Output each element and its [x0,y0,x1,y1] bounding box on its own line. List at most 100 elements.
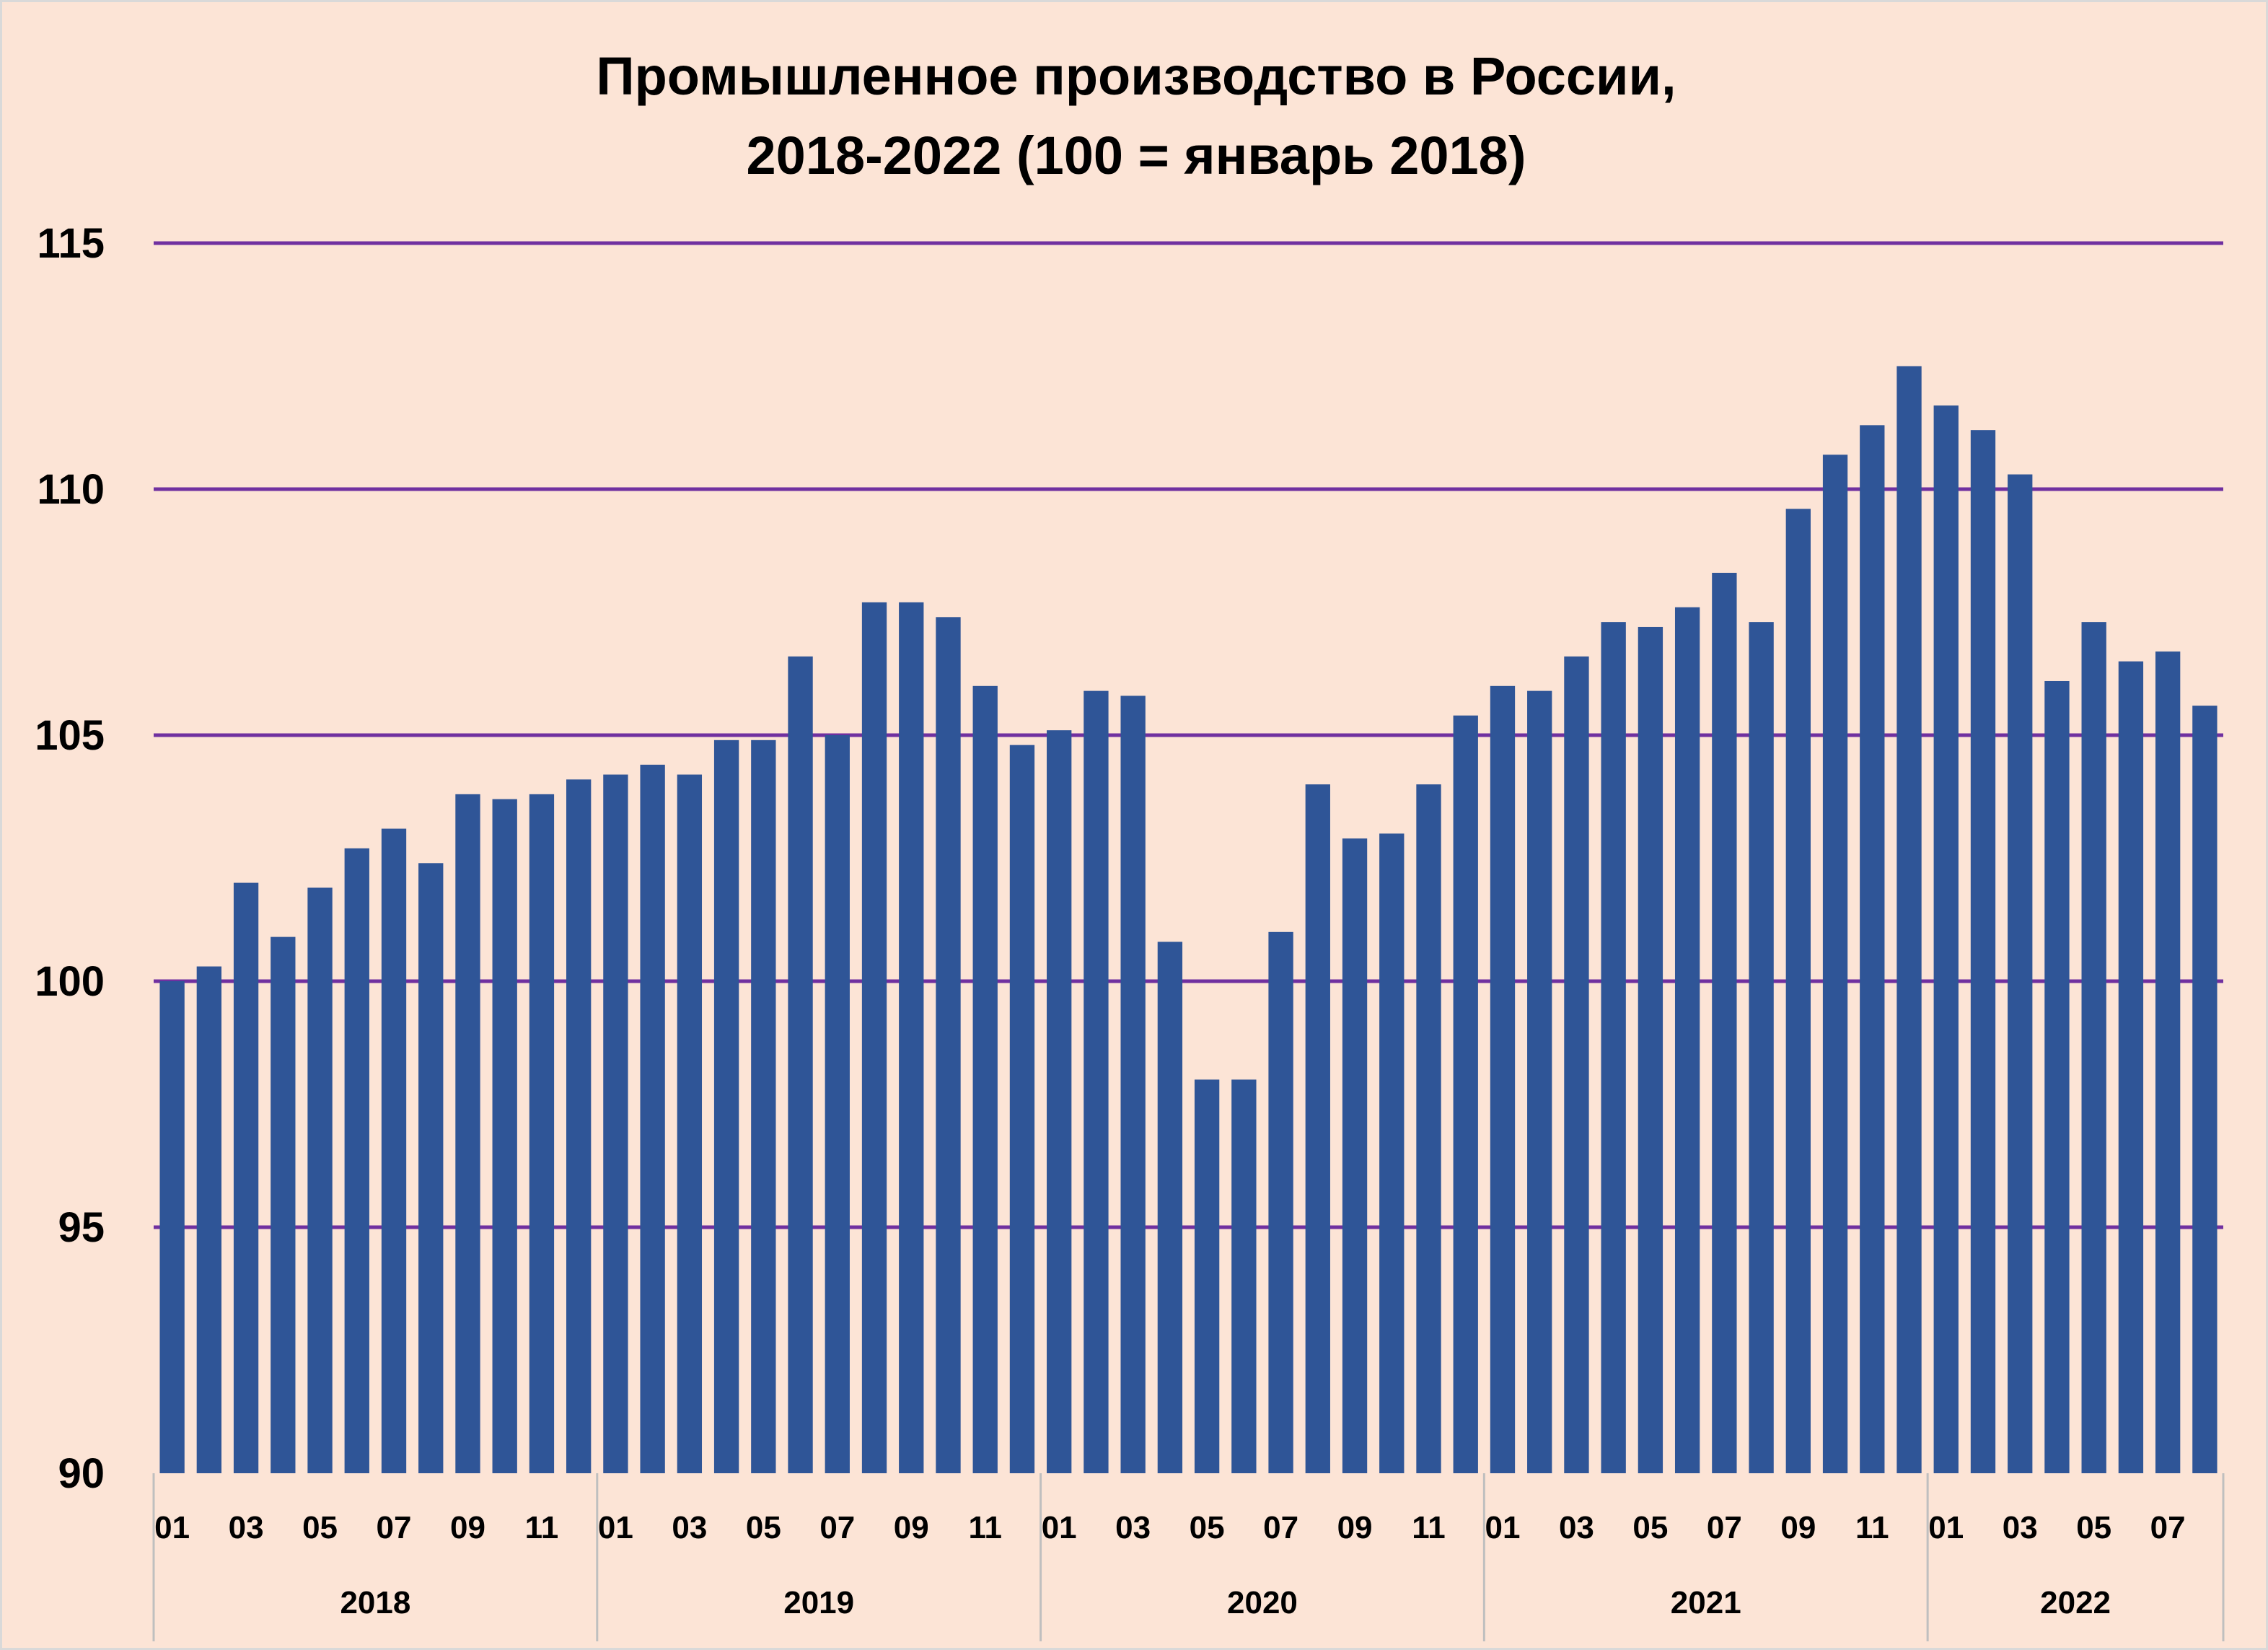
bar [233,882,259,1473]
x-tick-label: 09 [450,1510,485,1545]
y-tick-label: 100 [35,958,105,1005]
y-tick-label: 115 [37,220,105,267]
x-tick-label: 03 [2003,1510,2038,1545]
bar [1970,430,1996,1474]
bar [825,735,850,1473]
bar [936,617,961,1473]
year-label: 2020 [1227,1585,1298,1620]
x-tick-label: 09 [1337,1510,1373,1545]
year-label: 2021 [1671,1585,1741,1620]
bar [529,794,555,1473]
x-tick-label: 03 [1115,1510,1151,1545]
bar [2118,661,2144,1474]
bar [1674,607,1700,1474]
bar [271,936,296,1473]
bar [1785,509,1811,1473]
bar [418,863,444,1473]
bar [1342,838,1368,1473]
x-tick-label: 01 [598,1510,633,1545]
bar [1157,942,1183,1473]
bar [566,779,592,1473]
bar [899,602,924,1473]
bar [861,602,887,1473]
bar [2192,706,2218,1473]
bar [1047,730,1072,1474]
bar [196,966,222,1473]
bar [1490,685,1516,1473]
x-tick-label: 01 [1042,1510,1077,1545]
x-tick-label: 09 [894,1510,929,1545]
bar [2044,680,2070,1473]
bar [2155,651,2181,1473]
bar [1638,626,1663,1474]
bar [640,764,665,1473]
bar [159,981,185,1473]
year-label: 2022 [2040,1585,2111,1620]
bar [1009,745,1035,1473]
x-tick-label: 07 [1263,1510,1298,1545]
bar [1268,931,1293,1473]
bar [1527,690,1552,1473]
bar [972,685,998,1473]
x-axis-year-groups: 2018 2019 2020 2021 2022 [152,1473,2225,1641]
x-tick-label: 03 [229,1510,264,1545]
bars [159,366,2218,1474]
bar [677,774,703,1473]
x-tick-label: 11 [968,1510,1002,1545]
y-tick-label: 95 [58,1204,105,1251]
bar [2008,474,2033,1473]
x-tick-label: 01 [154,1510,190,1545]
x-tick-label: 05 [746,1510,781,1545]
bar [1712,572,1737,1474]
bar [1564,656,1589,1473]
chart-title-line-2: 2018-2022 (100 = январь 2018) [746,126,1526,185]
bar [1933,405,1959,1473]
bar [1120,695,1146,1474]
bar [1453,715,1478,1473]
bar [344,848,369,1473]
bar [1305,784,1330,1473]
x-tick-label: 01 [1928,1510,1964,1545]
chart-title-line-1: Промышленное производство в России, [596,46,1676,106]
bar [307,887,333,1473]
y-tick-label: 110 [37,466,105,513]
y-tick-label: 90 [58,1450,105,1497]
x-tick-label: 03 [672,1510,707,1545]
bar [1822,455,1848,1473]
bar [1231,1079,1257,1473]
bar [1896,366,1922,1473]
bar [751,740,776,1473]
bar [1860,425,1885,1473]
bar [1379,833,1405,1473]
x-tick-label: 11 [525,1510,559,1545]
x-tick-label: 09 [1780,1510,1816,1545]
bar [381,828,407,1473]
x-tick-label: 07 [377,1510,412,1545]
bar [1194,1079,1220,1473]
x-tick-label: 07 [819,1510,855,1545]
year-label: 2019 [783,1585,854,1620]
bar [492,799,517,1473]
bar [1084,690,1109,1473]
x-tick-label: 03 [1559,1510,1594,1545]
bar [1601,622,1626,1473]
chart-title: Промышленное производство в России, 2018… [2,37,2268,196]
bar [1749,622,1774,1473]
bar [1416,784,1441,1473]
year-label: 2018 [340,1585,410,1620]
x-tick-label: 05 [1190,1510,1225,1545]
bar [2081,622,2106,1473]
y-tick-label: 105 [35,712,105,759]
x-tick-label: 05 [2076,1510,2111,1545]
x-tick-label: 07 [1707,1510,1742,1545]
x-tick-label: 01 [1485,1510,1520,1545]
bar [713,740,739,1473]
x-tick-label: 11 [1855,1510,1889,1545]
bar [788,656,813,1473]
x-tick-label: 05 [302,1510,338,1545]
x-tick-label: 07 [2150,1510,2186,1545]
x-axis-month-labels: 01 03 05 07 09 11 01 03 05 07 09 11 01 03 05 07 09 11 01 03… [154,1510,2185,1545]
bar [455,794,480,1473]
x-tick-label: 05 [1632,1510,1668,1545]
